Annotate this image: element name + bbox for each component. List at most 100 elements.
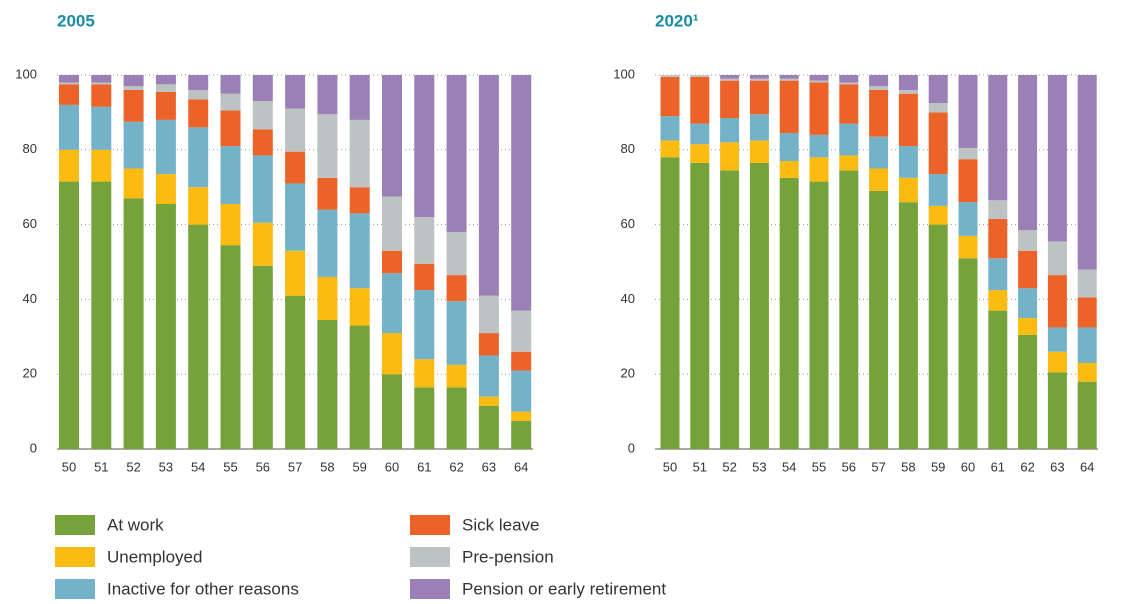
bar-segment xyxy=(446,301,467,365)
bar-segment xyxy=(809,157,829,182)
y-tick-label: 100 xyxy=(15,66,37,81)
x-tick-label: 50 xyxy=(663,459,677,474)
legend-swatch xyxy=(55,579,95,599)
x-tick-label: 64 xyxy=(514,459,528,474)
bar-segment xyxy=(869,75,889,87)
bar-segment xyxy=(446,275,467,302)
bar-segment xyxy=(720,118,740,143)
x-tick-label: 52 xyxy=(722,459,736,474)
bar-segment xyxy=(155,204,176,449)
bar-segment xyxy=(188,127,209,188)
bar-segment xyxy=(511,75,532,311)
bar-segment xyxy=(123,121,144,169)
bar-segment xyxy=(91,106,112,150)
bar-segment xyxy=(660,116,680,141)
bar-segment xyxy=(898,75,918,90)
bar-segment xyxy=(91,181,112,449)
bar-segment xyxy=(220,93,241,111)
x-tick-label: 61 xyxy=(991,459,1005,474)
x-tick-label: 64 xyxy=(1080,459,1094,474)
x-tick-label: 60 xyxy=(385,459,399,474)
y-tick-label: 60 xyxy=(23,216,37,231)
y-tick-label: 80 xyxy=(621,141,635,156)
bar-segment xyxy=(720,142,740,171)
bar-segment xyxy=(188,99,209,128)
bar-segment xyxy=(928,174,948,206)
x-tick-label: 53 xyxy=(752,459,766,474)
bar-segment xyxy=(155,84,176,92)
bar-segment xyxy=(690,75,710,77)
bar-segment xyxy=(809,181,829,449)
x-tick-label: 50 xyxy=(62,459,76,474)
bar-segment xyxy=(511,351,532,371)
bar-segment xyxy=(1077,75,1097,270)
bar-segment xyxy=(252,129,273,156)
bar-segment xyxy=(958,159,978,203)
bar-segment xyxy=(839,84,859,124)
bar-segment xyxy=(478,396,499,406)
bar-segment xyxy=(839,155,859,171)
bar-segment xyxy=(720,78,740,81)
bar-segment xyxy=(317,114,338,178)
bar-segment xyxy=(155,174,176,205)
bar-segment xyxy=(869,190,889,449)
bar-segment xyxy=(414,263,435,291)
bar-segment xyxy=(478,405,499,449)
x-tick-label: 57 xyxy=(288,459,302,474)
bar-segment xyxy=(1018,250,1038,289)
bar-segment xyxy=(317,276,338,320)
bar-segment xyxy=(988,200,1008,219)
bar-segment xyxy=(349,288,370,326)
bar-segment xyxy=(382,273,402,334)
bar-segment xyxy=(59,104,79,150)
bar-segment xyxy=(285,108,306,152)
bar-segment xyxy=(446,75,467,233)
bar-segment xyxy=(59,181,79,449)
bar-segment xyxy=(749,80,769,115)
bar-segment xyxy=(414,359,435,388)
bar-segment xyxy=(898,202,918,449)
bar-segment xyxy=(414,75,435,218)
bar-segment xyxy=(349,213,370,289)
bar-segment xyxy=(123,89,144,122)
bar-segment xyxy=(720,80,740,119)
bar-segment xyxy=(91,84,112,107)
legend-swatch xyxy=(55,515,95,535)
bar-segment xyxy=(317,75,338,115)
bar-segment xyxy=(252,222,273,266)
bar-segment xyxy=(414,387,435,449)
y-tick-label: 0 xyxy=(628,440,635,455)
bar-segment xyxy=(809,80,829,83)
bar-segment xyxy=(285,295,306,449)
bar-segment xyxy=(660,76,680,117)
legend-swatch xyxy=(410,579,450,599)
bar-segment xyxy=(869,89,889,137)
bar-segment xyxy=(349,325,370,449)
bar-segment xyxy=(382,374,402,449)
bar-segment xyxy=(720,75,740,79)
bar-segment xyxy=(349,187,370,214)
bar-segment xyxy=(91,149,112,182)
x-tick-label: 51 xyxy=(693,459,707,474)
bar-segment xyxy=(188,75,209,90)
bar-segment xyxy=(988,258,1008,291)
bar-segment xyxy=(839,170,859,449)
bar-segment xyxy=(988,218,1008,259)
bar-segment xyxy=(1018,75,1038,231)
bar-segment xyxy=(382,333,402,375)
bar-segment xyxy=(779,75,799,79)
bar-segment xyxy=(382,196,402,251)
bar-segment xyxy=(1047,372,1067,449)
bar-segment xyxy=(988,75,1008,201)
bar-segment xyxy=(928,103,948,113)
bar-segment xyxy=(59,75,79,83)
bar-segment xyxy=(252,155,273,223)
bar-segment xyxy=(252,75,273,102)
bar-segment xyxy=(446,387,467,449)
bar-segment xyxy=(898,93,918,147)
bar-segment xyxy=(958,258,978,449)
bar-segment xyxy=(1047,75,1067,242)
bar-segment xyxy=(839,82,859,85)
bar-segment xyxy=(59,149,79,182)
bar-segment xyxy=(511,411,532,421)
